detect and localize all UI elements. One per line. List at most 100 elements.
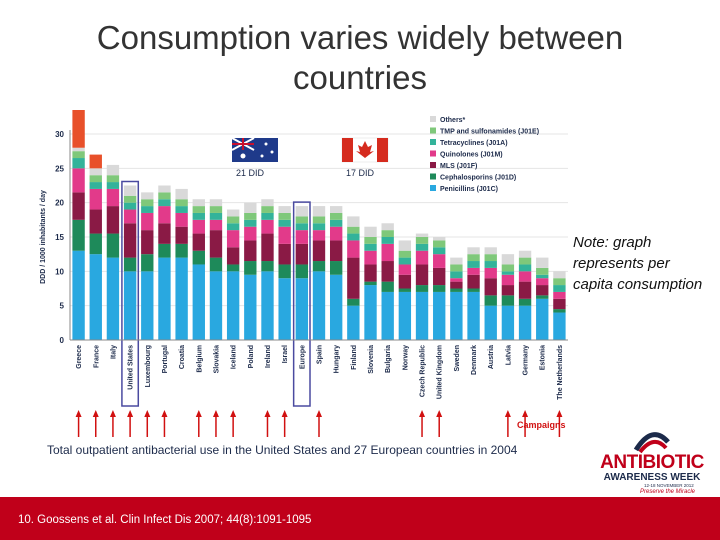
- bar-segment-cephalosporins: [536, 295, 549, 299]
- legend-swatch-tmp: [430, 127, 436, 134]
- x-tick-label: Italy: [110, 345, 117, 359]
- chart-svg: 0 5 10 15 20 25 30 DDD / 1000 inhabitants / day…: [40, 110, 568, 457]
- australia-annotation: 21 DID: [236, 168, 265, 178]
- bar-segment-mls: [244, 240, 257, 262]
- bar-segment-mls: [433, 267, 446, 286]
- bar-segment-cephalosporins: [415, 285, 429, 292]
- campaign-arrowhead: [522, 410, 529, 417]
- bar-segment-mls: [175, 226, 188, 244]
- bar-segment-mls: [467, 274, 480, 289]
- bar-segment-mls: [501, 285, 515, 296]
- antibiotic-awareness-logo: ANTIBIOTIC AWARENESS WEEK 12-18 NOVEMBER…: [592, 430, 712, 500]
- bar-segment-mls: [278, 243, 291, 265]
- x-tick-label: France: [93, 345, 100, 368]
- bar-segment-tmp: [141, 199, 154, 207]
- flag-star: [270, 150, 274, 154]
- bar-segment-extra: [89, 154, 102, 169]
- legend-swatch-quinolones: [430, 150, 436, 157]
- x-tick-label: Sweden: [454, 345, 461, 371]
- bar-segment-others: [553, 271, 566, 279]
- bar-segment-others: [278, 206, 291, 213]
- y-axis-label: DDD / 1000 inhabitants / day: [40, 190, 47, 284]
- flag-annotations: 21 DID 17 DID: [231, 137, 389, 178]
- x-tick-label: Latvia: [505, 345, 512, 365]
- bar-segment-penicillins: [501, 305, 515, 340]
- bar-segment-penicillins: [106, 257, 120, 340]
- bar-segment-quinolones: [347, 240, 360, 258]
- bar-segment-mls: [415, 264, 429, 286]
- campaign-arrowhead: [281, 410, 288, 417]
- bar-segment-quinolones: [450, 278, 463, 282]
- legend-label-cephalosporins: Cephalosporins (J01D): [440, 175, 516, 182]
- bar-segment-quinolones: [209, 219, 223, 231]
- bar-segment-tmp: [553, 278, 566, 286]
- bar-segment-tetracyclines: [244, 219, 257, 227]
- bar-segment-tetracyclines: [467, 261, 480, 268]
- bar-segment-quinolones: [123, 209, 137, 224]
- bars: [72, 110, 566, 407]
- bar-segment-tmp: [278, 212, 291, 220]
- bar-segment-tetracyclines: [329, 219, 343, 227]
- bar-segment-cephalosporins: [244, 261, 257, 275]
- bar-segment-quinolones: [192, 219, 205, 234]
- note-text: Note: graph represents per capita consum…: [573, 234, 703, 293]
- bar-segment-cephalosporins: [347, 298, 360, 306]
- campaign-arrowhead: [230, 410, 237, 417]
- legend-label-penicillins: Penicillins (J01C): [440, 186, 498, 193]
- y-tick-label: 30: [55, 130, 64, 139]
- bar-segment-penicillins: [261, 271, 274, 340]
- canada-flag-icon: [341, 137, 389, 163]
- bar-segment-mls: [312, 240, 326, 262]
- y-tick-label: 0: [60, 336, 65, 345]
- bar-segment-cephalosporins: [278, 264, 291, 279]
- bar-segment-others: [381, 223, 394, 231]
- bar-segment-others: [450, 257, 463, 265]
- bar-segment-quinolones: [72, 168, 85, 193]
- x-tick-label: United Kingdom: [437, 345, 444, 399]
- bar-segment-mls: [192, 233, 205, 251]
- campaign-arrowhead: [556, 410, 563, 417]
- legend-label-others: Others*: [440, 117, 466, 124]
- bar-segment-quinolones: [261, 219, 274, 234]
- bar-segment-tmp: [467, 254, 480, 262]
- bar-segment-tetracyclines: [381, 237, 394, 244]
- bar-segment-cephalosporins: [364, 281, 377, 286]
- bar-segment-tmp: [450, 264, 463, 272]
- bar-segment-tmp: [158, 192, 171, 200]
- bar-segment-mls: [347, 257, 360, 299]
- bar-segment-tmp: [347, 226, 360, 234]
- x-tick-label: Iceland: [231, 345, 238, 369]
- bar-segment-mls: [89, 209, 102, 234]
- campaign-arrows: Campaigns: [75, 410, 566, 437]
- bar-segment-tmp: [89, 175, 102, 183]
- bar-segment-tmp: [415, 237, 429, 244]
- bar-segment-tetracyclines: [433, 247, 446, 255]
- legend-label-tmp: TMP and sulfonamides (J01E): [440, 129, 539, 136]
- bar-segment-penicillins: [381, 291, 394, 340]
- bar-segment-cephalosporins: [295, 264, 309, 279]
- bar-segment-cephalosporins: [329, 261, 343, 275]
- bar-segment-others: [415, 233, 429, 237]
- bar-segment-penicillins: [467, 291, 480, 340]
- bar-segment-cephalosporins: [226, 264, 240, 272]
- bar-segment-mls: [518, 281, 532, 299]
- bar-segment-tetracyclines: [312, 223, 326, 231]
- bar-segment-cephalosporins: [501, 295, 515, 306]
- legend-label-tetracyclines: Tetracyclines (J01A): [440, 140, 508, 147]
- bar-segment-extra: [72, 110, 85, 148]
- chart-title: Total outpatient antibacterial use in th…: [47, 443, 518, 457]
- bar-segment-tetracyclines: [364, 243, 377, 251]
- campaign-arrowhead: [195, 410, 202, 417]
- bar-segment-tmp: [433, 240, 446, 248]
- bar-segment-others: [209, 199, 223, 207]
- y-tick-label: 5: [60, 302, 65, 311]
- bar-segment-tetracyclines: [295, 223, 309, 231]
- bar-segment-penicillins: [123, 271, 137, 340]
- bar-segment-tetracyclines: [158, 199, 171, 207]
- bar-segment-tmp: [209, 206, 223, 213]
- bar-segment-quinolones: [89, 188, 102, 210]
- bar-segment-others: [467, 247, 480, 255]
- bar-segment-tmp: [175, 199, 188, 207]
- bar-segment-others: [295, 206, 309, 217]
- campaign-arrowhead: [436, 410, 443, 417]
